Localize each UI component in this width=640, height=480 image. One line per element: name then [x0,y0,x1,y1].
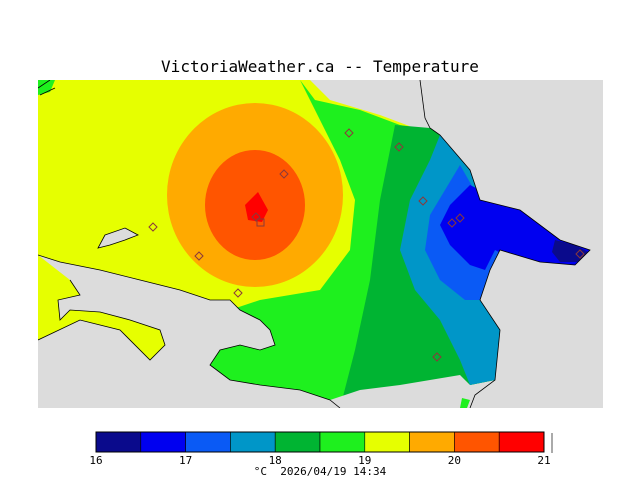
legend-swatch [319,431,366,453]
station-marker-square [256,218,265,227]
map-title: VictoriaWeather.ca -- Temperature [161,57,479,76]
legend-swatch [364,431,410,453]
coastline [38,80,591,408]
station-marker [233,288,243,298]
station-marker [575,249,585,259]
contour-top-left-blob [38,80,55,95]
contour-16-5-blue [440,185,590,270]
station-marker [394,142,404,152]
water-top-right [420,80,603,408]
station-markers [148,128,585,362]
station-marker [251,212,261,222]
legend-footer: °C 2026/04/19 14:34 [0,465,640,478]
station-marker [455,213,465,223]
legend-bar [95,431,553,453]
station-marker [344,128,354,138]
legend-swatch [230,431,276,453]
station-marker [194,251,204,261]
water-bottom-strip [330,375,470,408]
timestamp: 2026/04/19 14:34 [280,465,387,478]
unit-label: °C [253,465,268,478]
temperature-contours [38,80,603,408]
water-inlet [98,228,138,248]
legend-swatch [498,431,545,453]
contour-20-5-red [245,192,268,222]
station-marker [279,169,289,179]
legend-swatch [95,431,142,453]
legend-tick-21: 21 [537,454,551,467]
station-marker [418,196,428,206]
water-left-channel [38,255,340,408]
contour-bottom-islet [460,398,470,408]
station-marker [148,222,158,232]
station-marker [447,218,457,228]
legend-tick-19: 19 [358,454,372,467]
legend-swatch [454,431,500,453]
legend-tick-18: 18 [268,454,282,467]
legend-tick-20: 20 [447,454,462,467]
legend-swatch [185,431,231,453]
legend-swatch [274,431,321,453]
contour-19-yellow-gap [170,110,180,125]
legend-swatch [409,431,455,453]
legend-tick-16: 16 [89,454,103,467]
legend-tick-17: 17 [178,454,193,467]
legend-swatch [140,431,186,453]
station-marker [432,352,442,362]
